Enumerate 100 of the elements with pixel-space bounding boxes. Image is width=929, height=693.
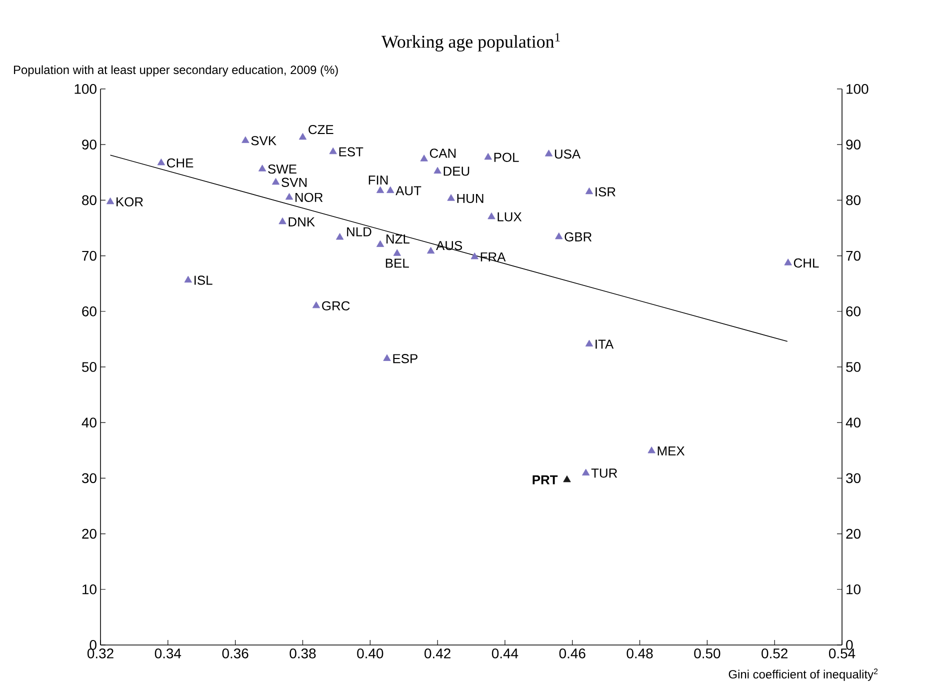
annotation: MEX [658, 446, 685, 456]
point [784, 258, 792, 266]
point [329, 147, 337, 154]
y2-tick-label: 70 [846, 250, 861, 261]
x-tick-label: 0.46 [559, 648, 586, 658]
point [285, 193, 294, 200]
x-tick-label: 0.38 [290, 648, 316, 658]
point [426, 246, 435, 254]
point [258, 164, 266, 172]
point [312, 301, 320, 308]
y-tick-label: 40 [82, 418, 96, 428]
annotation: BEL [386, 258, 409, 268]
annotation: DEU [444, 166, 470, 176]
point [585, 187, 594, 194]
point [272, 178, 280, 185]
y2-tick-label: 0 [846, 640, 853, 650]
annotation: SVN [282, 178, 307, 187]
y2-tick-label: 30 [846, 473, 861, 484]
point [585, 340, 594, 346]
y-tick-label: 20 [82, 528, 96, 539]
annotation: AUT [396, 186, 422, 196]
x-tick-label: 0.44 [492, 648, 518, 658]
annotation: ISL [194, 276, 212, 285]
x-tick-label: 0.52 [762, 648, 788, 658]
chart-title: Working age population$^{1}$ [381, 33, 560, 52]
y-tick-label: 50 [82, 362, 96, 372]
y2-tick-label: 20 [846, 528, 861, 539]
annotation: AUS [436, 240, 462, 250]
y-axis-title: Population with at least upper secondary education, 2009 (%) [14, 65, 338, 76]
annotation: ITA [596, 340, 614, 349]
annotation: KOR [116, 197, 143, 206]
x-tick-label: 0.50 [694, 648, 720, 658]
annotation: DNK [288, 217, 315, 226]
point [242, 136, 250, 143]
annotation: SVK [251, 136, 276, 146]
y-tick-label: 70 [82, 250, 96, 261]
point [184, 276, 192, 283]
point [488, 212, 496, 220]
annotation: FIN [368, 176, 388, 185]
x-tick-label: 0.42 [424, 648, 450, 658]
y2-tick-label: 90 [846, 140, 861, 150]
annotation: LUX [498, 212, 522, 222]
annotation: EST [339, 147, 364, 156]
annotation: GBR [564, 232, 592, 242]
point [376, 240, 384, 247]
annotation: CZE [308, 124, 334, 134]
point [555, 232, 563, 240]
point [386, 186, 394, 194]
point [470, 252, 478, 260]
point [393, 249, 401, 256]
point [376, 186, 384, 194]
point [563, 475, 571, 482]
annotation: GRC [322, 301, 350, 310]
y2-tick-label: 10 [846, 584, 861, 594]
annotation: CHE [167, 158, 194, 168]
annotation: CAN [430, 148, 456, 158]
point [447, 194, 455, 201]
annotation: ISR [596, 187, 616, 196]
annotation: NOR [296, 192, 323, 202]
x-tick-label: 0.32 [87, 648, 114, 658]
annotation: PRT [532, 475, 558, 484]
point [298, 132, 307, 140]
annotation: ESP [393, 354, 418, 364]
x-tick-label: 0.48 [626, 648, 653, 658]
point [544, 150, 553, 156]
point [278, 217, 286, 224]
y-tick-label: 60 [82, 306, 96, 316]
annotation: NZL [386, 234, 410, 244]
annotation: FRA [480, 252, 506, 262]
x-tick-label: 0.34 [154, 648, 182, 658]
x-tick-label: 0.36 [222, 648, 248, 658]
y-tick-label: 30 [82, 473, 96, 484]
point [106, 197, 114, 204]
y-tick-label: 80 [82, 195, 96, 206]
point [434, 166, 442, 174]
y2-tick-label: 40 [846, 418, 861, 428]
annotation: NLD [347, 227, 372, 236]
point [484, 152, 492, 160]
annotation: TUR [591, 468, 618, 478]
y2-tick-label: 100 [846, 84, 868, 94]
y2-tick-label: 50 [846, 362, 861, 372]
y-tick-label: 90 [82, 140, 96, 150]
x-tick-label: 0.54 [828, 648, 856, 658]
annotation: HUN [457, 194, 484, 204]
annotation: POL [494, 152, 519, 162]
annotation: SWE [268, 164, 296, 174]
x-tick-label: 0.40 [357, 648, 384, 658]
y-tick-label: 100 [74, 84, 96, 94]
x-axis-title: Gini coefficient of inequality$^{2}$ [728, 668, 878, 681]
point [336, 233, 344, 240]
point [383, 354, 391, 361]
y2-tick-label: 80 [846, 195, 861, 206]
y-tick-label: 10 [82, 584, 96, 594]
y-tick-label: 0 [90, 640, 96, 650]
y2-tick-label: 60 [846, 306, 861, 316]
point [420, 154, 428, 162]
point [648, 446, 656, 454]
annotation: CHL [794, 258, 819, 268]
point [582, 468, 590, 476]
annotation: USA [554, 149, 581, 159]
